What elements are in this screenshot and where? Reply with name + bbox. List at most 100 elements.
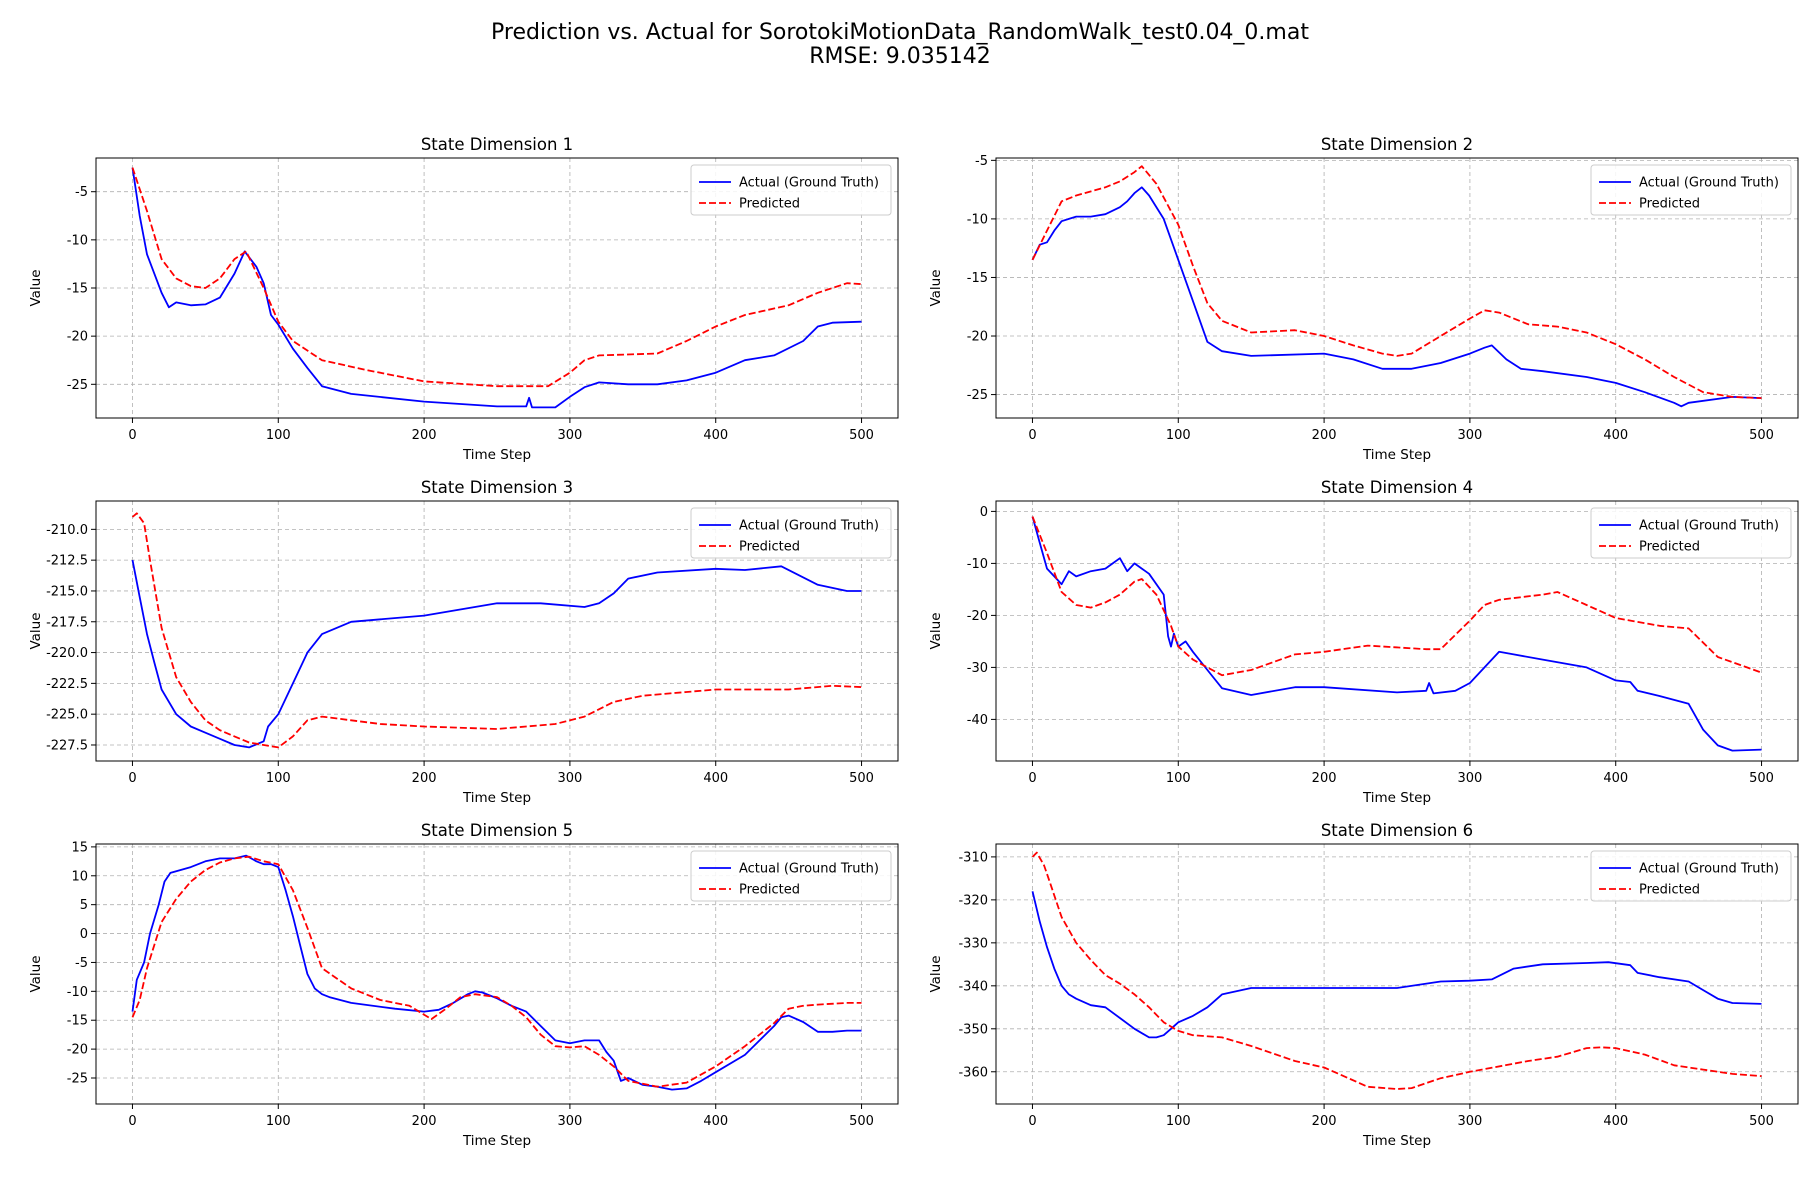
legend-box <box>1590 507 1792 559</box>
y-tick-label: -25 <box>967 388 988 403</box>
plot-area <box>131 167 862 409</box>
figure-title: Prediction vs. Actual for SorotokiMotion… <box>491 20 1309 45</box>
x-tick-label: 500 <box>849 1114 874 1129</box>
predicted-series-line <box>1031 165 1762 399</box>
y-tick-label: -10 <box>67 985 88 1000</box>
y-tick-label: -25 <box>67 1072 88 1087</box>
y-tick-label: -217.5 <box>46 615 88 630</box>
actual-series-line <box>1031 891 1762 1039</box>
x-tick-label: 400 <box>703 1114 728 1129</box>
y-tick-label: -360 <box>958 1065 988 1080</box>
y-axis-label: Value <box>928 955 944 992</box>
predicted-series-line <box>131 167 862 388</box>
predicted-series-line <box>131 855 862 1088</box>
legend-label: Actual (Ground Truth) <box>1639 176 1779 191</box>
x-tick-label: 100 <box>266 1114 291 1129</box>
x-tick-label: 300 <box>557 1114 582 1129</box>
actual-series-line <box>1031 186 1762 408</box>
y-tick-label: -215.0 <box>46 584 88 599</box>
legend-label: Predicted <box>739 883 800 898</box>
subplot-title: State Dimension 5 <box>421 821 573 840</box>
x-axis-label: Time Step <box>1362 1133 1431 1149</box>
y-tick-label: -5 <box>75 956 88 971</box>
legend: Actual (Ground Truth) Predicted <box>690 850 892 902</box>
actual-series-line <box>131 167 862 409</box>
x-axis-label: Time Step <box>462 447 531 463</box>
x-tick-label: 400 <box>703 771 728 786</box>
y-tick-label: -340 <box>958 979 988 994</box>
x-tick-label: 200 <box>412 771 437 786</box>
axes-frame <box>95 500 899 762</box>
subplot-state-dimension-5: State Dimension 50 100 200 300 400 500-25-20-… <box>28 821 899 1149</box>
x-tick-label: 500 <box>1749 771 1774 786</box>
x-tick-label: 500 <box>849 771 874 786</box>
subplot-state-dimension-2: State Dimension 2 0 100 200 300 400 500 -25 -20 -… <box>928 135 1799 463</box>
y-axis-label: Value <box>28 612 44 649</box>
x-axis-label: Time Step <box>462 790 531 806</box>
y-tick-label: 0 <box>80 927 88 942</box>
y-tick-label: 10 <box>71 869 88 884</box>
x-tick-label: 100 <box>1166 428 1191 443</box>
y-tick-label: -310 <box>958 850 988 865</box>
actual-series-line <box>131 559 862 749</box>
x-tick-label: 400 <box>1603 1114 1628 1129</box>
subplot-state-dimension-3: State Dimension 3 0 100 200 300 400 500 -227.5 -… <box>28 478 899 806</box>
y-tick-label: -20 <box>967 330 988 345</box>
x-tick-label: 300 <box>557 428 582 443</box>
y-tick-label: -20 <box>67 1043 88 1058</box>
plot-area <box>131 512 862 749</box>
subplot-state-dimension-6: State Dimension 6 0 100 200 300 400 500 -360 -35… <box>928 821 1799 1149</box>
y-tick-label: 5 <box>80 898 88 913</box>
y-tick-label: -5 <box>975 154 988 169</box>
x-tick-label: 0 <box>1028 428 1036 443</box>
x-tick-label: 0 <box>128 1114 136 1129</box>
y-tick-label: -30 <box>967 661 988 676</box>
x-tick-label: 500 <box>849 428 874 443</box>
y-tick-label: -320 <box>958 893 988 908</box>
subplot-state-dimension-4: State Dimension 4 0 100 200 300 400 500 -40 -30 -… <box>928 478 1799 806</box>
legend: Actual (Ground Truth) Predicted <box>1590 164 1792 216</box>
y-axis-label: Value <box>28 269 44 306</box>
legend-label: Actual (Ground Truth) <box>739 176 879 191</box>
subplot-title: State Dimension 6 <box>1321 821 1473 840</box>
subplot-state-dimension-1: State Dimension 1 0 100 200 300 400 500 -25 -20 -… <box>28 135 899 463</box>
legend: Actual (Ground Truth) Predicted <box>1590 850 1792 902</box>
y-tick-label: -222.5 <box>46 677 88 692</box>
legend-box <box>690 850 892 902</box>
x-tick-label: 200 <box>412 428 437 443</box>
axes-frame <box>995 157 1799 419</box>
y-tick-label: -210.0 <box>46 523 88 538</box>
x-tick-label: 400 <box>703 428 728 443</box>
legend-box <box>1590 164 1792 216</box>
y-tick-label: -212.5 <box>46 554 88 569</box>
plot-area <box>1031 165 1762 408</box>
y-tick-label: -220.0 <box>46 646 88 661</box>
x-tick-label: 300 <box>1457 771 1482 786</box>
x-tick-label: 0 <box>128 771 136 786</box>
legend-label: Actual (Ground Truth) <box>739 862 879 877</box>
x-tick-label: 0 <box>1028 1114 1036 1129</box>
y-tick-label: -15 <box>67 282 88 297</box>
x-tick-label: 100 <box>1166 771 1191 786</box>
x-tick-label: 400 <box>1603 428 1628 443</box>
predicted-series-line <box>1031 851 1762 1090</box>
x-axis-label: Time Step <box>1362 447 1431 463</box>
axes-frame <box>95 157 899 419</box>
x-tick-label: 300 <box>1457 428 1482 443</box>
y-tick-label: -20 <box>967 609 988 624</box>
actual-series-line <box>1031 516 1762 752</box>
legend-label: Predicted <box>1639 883 1700 898</box>
y-tick-label: -5 <box>75 185 88 200</box>
plot-area <box>131 854 862 1091</box>
predicted-series-line <box>1031 516 1762 677</box>
x-tick-label: 500 <box>1749 428 1774 443</box>
y-axis-label: Value <box>28 955 44 992</box>
y-tick-label: -15 <box>967 271 988 286</box>
x-tick-label: 100 <box>266 771 291 786</box>
legend-box <box>690 164 892 216</box>
y-tick-label: -40 <box>967 713 988 728</box>
x-tick-label: 200 <box>1312 428 1337 443</box>
legend-label: Predicted <box>739 197 800 212</box>
y-tick-label: -225.0 <box>46 708 88 723</box>
